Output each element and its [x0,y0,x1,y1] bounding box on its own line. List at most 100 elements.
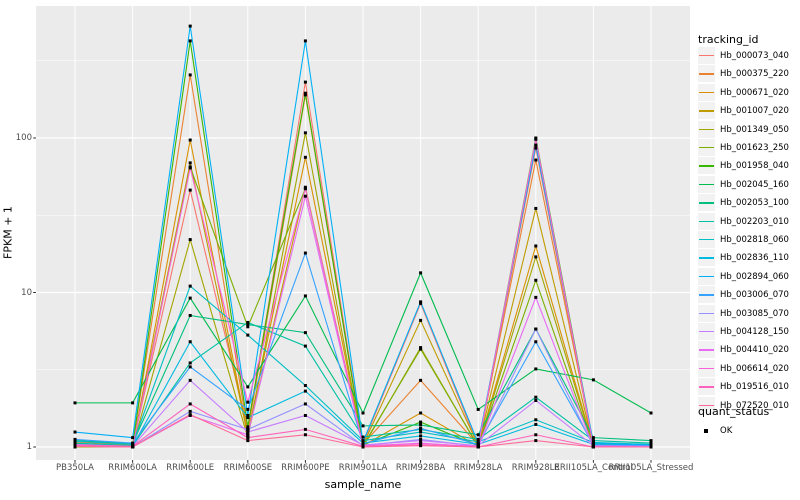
legend-key-box [698,378,715,396]
legend-key-box [698,267,715,285]
data-point-marker [188,365,192,369]
legend-entry-label: Hb_004410_020 [720,345,789,356]
legend-entry-label: Hb_002045_160 [720,179,789,190]
data-point-marker [188,378,192,382]
data-point-marker [534,295,538,299]
legend-color-line-icon [699,165,714,167]
data-point-marker [534,146,538,150]
legend-key-box [698,396,715,414]
data-point-marker [73,401,77,405]
data-point-marker [246,433,250,437]
legend-entry-label: Hb_000073_040 [720,51,789,61]
legend-color-line-icon [699,275,714,278]
legend-color-line-icon [699,404,714,406]
data-point-marker [303,389,307,393]
data-point-marker [303,402,307,406]
legend-color-line-icon [699,349,714,351]
data-point-marker [303,80,307,84]
data-point-marker [361,445,365,449]
data-point-marker [246,416,250,420]
legend-color-line-icon [699,91,714,94]
data-point-marker [476,407,480,411]
legend-entry-label: Hb_019516_010 [720,382,789,393]
data-point-marker [73,430,77,434]
data-point-marker [188,340,192,344]
legend-entry-label: Hb_001007_020 [720,106,789,117]
data-point-marker [303,413,307,417]
legend-key-box [698,231,715,248]
legend-entry-label: OK [720,426,733,436]
data-point-marker [303,294,307,298]
data-point-marker [419,423,423,427]
data-point-marker [246,425,250,429]
data-point-marker [246,436,250,440]
legend-color-line-icon [699,239,714,241]
x-tick-label: RRIM928LE [511,463,560,473]
data-point-marker [419,420,423,424]
data-point-marker [303,251,307,255]
data-point-marker [303,344,307,348]
data-point-marker [649,445,653,449]
data-point-marker [246,323,250,327]
data-point-marker [476,445,480,449]
data-point-marker [534,340,538,344]
data-point-marker [419,411,423,415]
legend-color-line-icon [699,257,714,259]
data-point-marker [188,166,192,170]
legend-key-box [698,120,715,138]
legend-color-line-icon [699,202,714,204]
data-point-marker [419,347,423,351]
legend-title-quant-status: quant_status [698,405,770,418]
data-point-marker [419,430,423,434]
legend-key-box [698,83,715,101]
data-point-marker [246,439,250,443]
x-tick-label: RRIM928LA [453,463,503,473]
legend-entry-label: Hb_003085_070 [720,308,789,319]
data-point-marker [188,296,192,300]
data-point-marker [303,91,307,95]
data-point-marker [303,187,307,191]
data-point-marker [534,327,538,331]
data-point-marker [419,439,423,443]
data-point-marker [534,143,538,147]
legend-color-line-icon [699,147,714,149]
data-point-marker [303,39,307,43]
data-point-marker [188,39,192,43]
data-point-marker [246,325,250,329]
data-point-marker [419,301,423,305]
legend-color-line-icon [699,367,714,370]
ok-square-marker-icon [704,428,708,433]
data-point-marker [303,131,307,135]
legend-entry-label: Hb_002203_010 [720,216,789,227]
legend-key-box [698,102,715,120]
legend-key-box [698,286,715,304]
data-point-marker [73,439,77,443]
legend-entry-label: Hb_002836_110 [720,253,789,264]
data-point-marker [534,158,538,162]
data-point-marker [419,271,423,275]
y-tick-label: 1 [26,442,32,452]
legend-entry-label: Hb_001958_040 [720,161,789,172]
data-point-marker [361,424,365,428]
data-point-marker [419,300,423,304]
legend-key-box [698,157,715,175]
data-point-marker [303,155,307,159]
legend-color-line-icon [699,110,714,112]
data-point-marker [534,439,538,443]
legend-entry-label: Hb_072520_010 [720,400,789,411]
legend-key-box [698,47,715,64]
legend-key-box [698,65,715,83]
data-point-marker [534,278,538,282]
y-tick-label: 10 [21,287,32,298]
x-tick-label: RRII105LA_Stressed [608,463,694,473]
data-point-marker [188,361,192,365]
data-point-marker [534,255,538,259]
data-point-marker [246,333,250,337]
data-point-marker [419,318,423,322]
x-tick-label: RRIM901LA [338,463,388,473]
legend-key-box [698,212,715,230]
data-point-marker [534,398,538,402]
data-point-marker [131,436,135,440]
